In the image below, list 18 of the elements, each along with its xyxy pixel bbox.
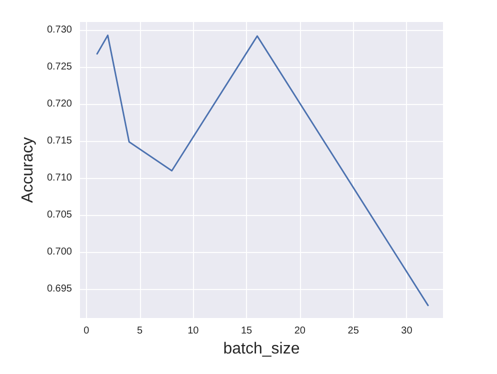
y-tick-label: 0.710 [46,172,72,184]
y-tick-label: 0.695 [46,284,72,295]
y-axis-title: Accuracy [20,137,36,203]
y-tick-label: 0.725 [46,62,72,73]
x-tick-label: 10 [188,326,200,336]
y-tick-label: 0.715 [46,136,72,147]
x-tick-label: 0 [84,326,90,336]
x-axis-title: batch_size [223,340,300,358]
line-series [96,34,429,306]
x-tick-label: 5 [137,326,144,336]
y-tick-label: 0.700 [46,246,72,258]
y-tick-label: 0.730 [46,24,72,36]
y-tick-label: 0.705 [46,210,72,221]
x-tick-label: 15 [240,326,253,336]
x-tick-label: 25 [348,326,360,336]
y-tick-label: 0.720 [46,98,72,110]
x-tick-label: 20 [294,326,306,336]
x-tick-label: 30 [401,326,413,336]
